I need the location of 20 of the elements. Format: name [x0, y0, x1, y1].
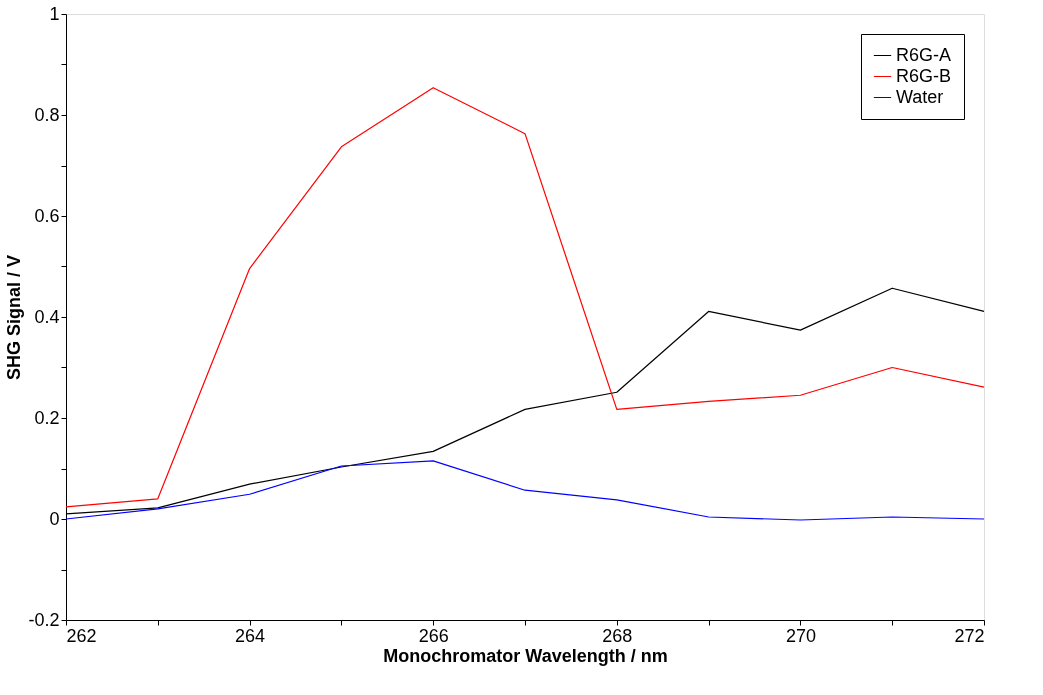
- x-tick-label: 272: [954, 625, 985, 646]
- y-tick-label: 0.4: [34, 306, 60, 327]
- y-axis-title: SHG Signal / V: [4, 254, 25, 381]
- x-tick-label: 266: [418, 625, 449, 646]
- x-tick-label: 270: [785, 625, 816, 646]
- x-tick-label: 262: [66, 625, 97, 646]
- x-tick-label: 268: [602, 625, 633, 646]
- y-tick-label: 0.8: [34, 104, 60, 125]
- y-tick-label: 0.2: [34, 407, 60, 428]
- legend-label: Water: [896, 86, 944, 107]
- y-tick-label: 1: [49, 3, 60, 24]
- legend-label: R6G-A: [896, 44, 952, 65]
- y-tick-label: 0.6: [34, 205, 60, 226]
- line-series: [65, 460, 985, 521]
- x-axis-title: Monochromator Wavelength / nm: [383, 645, 668, 666]
- y-tick-label: 0: [49, 508, 60, 529]
- line-series: [65, 87, 985, 508]
- y-tick-label: -0.2: [28, 609, 60, 630]
- x-tick-label: 264: [235, 625, 266, 646]
- legend-label: R6G-B: [896, 65, 952, 86]
